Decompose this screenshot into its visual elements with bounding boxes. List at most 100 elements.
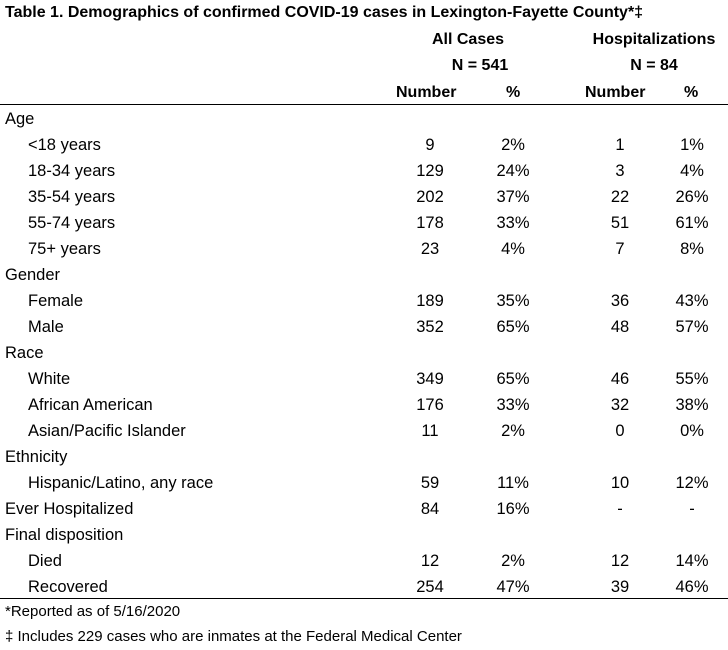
all-cases-number-cell: 349	[416, 370, 444, 388]
table-row: 18-34 years 129 24% 3 4%	[0, 158, 728, 184]
footnote-inmates: ‡ Includes 229 cases who are inmates at …	[5, 628, 462, 645]
category-row: Gender	[0, 262, 728, 288]
row-label: Asian/Pacific Islander	[28, 422, 186, 440]
footnote-reported: *Reported as of 5/16/2020	[5, 603, 181, 620]
all-cases-percent-cell: 33%	[496, 396, 530, 414]
all-cases-number-cell: 254	[416, 578, 444, 596]
all-cases-number-cell: 11	[421, 422, 439, 440]
all-cases-number-cell: 189	[416, 292, 444, 310]
hosp-percent-cell: 14%	[675, 552, 709, 570]
table-row: African American 176 33% 32 38%	[0, 392, 728, 418]
hosp-percent-cell: 61%	[675, 214, 709, 232]
row-label: <18 years	[28, 136, 101, 154]
all-cases-percent-cell: 2%	[501, 552, 525, 570]
row-label: African American	[28, 396, 153, 414]
table-row: Died 12 2% 12 14%	[0, 548, 728, 574]
hosp-percent-cell: 46%	[675, 578, 709, 596]
all-cases-number-cell: 178	[416, 214, 444, 232]
hosp-percent-header: %	[684, 84, 699, 101]
hosp-percent-cell: 0%	[680, 422, 704, 440]
hosp-number-cell: 1	[615, 136, 625, 154]
all-cases-number-cell: 352	[416, 318, 444, 336]
all-cases-number-cell: 23	[420, 240, 440, 258]
category-row: Final disposition	[0, 522, 728, 548]
hosp-number-cell: 22	[610, 188, 630, 206]
row-label: 55-74 years	[28, 214, 116, 232]
all-cases-number-header: Number	[396, 84, 457, 101]
row-label: Male	[28, 318, 64, 336]
hosp-number-cell: 7	[615, 240, 625, 258]
all-cases-number-cell: 12	[420, 552, 440, 570]
row-label: 35-54 years	[28, 188, 116, 206]
category-label: Race	[5, 344, 44, 362]
hosp-number-cell: -	[617, 500, 623, 518]
all-cases-number-cell: 84	[420, 500, 440, 518]
category-label: Ethnicity	[5, 448, 68, 466]
hosp-number-cell: 46	[610, 370, 630, 388]
category-row: Race	[0, 340, 728, 366]
hosp-number-cell: 3	[615, 162, 625, 180]
hosp-number-cell: 10	[610, 474, 630, 492]
hosp-number-cell: 12	[610, 552, 630, 570]
all-cases-n: N = 541	[451, 57, 509, 74]
hosp-percent-cell: 55%	[675, 370, 709, 388]
row-label: 75+ years	[28, 240, 101, 258]
hosp-percent-cell: 12%	[675, 474, 709, 492]
category-row: Ever Hospitalized 84 16% - -	[0, 496, 728, 522]
hosp-percent-cell: 57%	[675, 318, 709, 336]
hosp-number-cell: 51	[610, 214, 630, 232]
table-row: <18 years 9 2% 1 1%	[0, 132, 728, 158]
table-row: Asian/Pacific Islander 11 2% 0 0%	[0, 418, 728, 444]
hosp-percent-cell: 43%	[675, 292, 709, 310]
table-row: Female 189 35% 36 43%	[0, 288, 728, 314]
all-cases-percent-cell: 47%	[496, 578, 530, 596]
hosp-number-cell: 48	[610, 318, 630, 336]
row-label: 18-34 years	[28, 162, 116, 180]
all-cases-number-cell: 176	[416, 396, 444, 414]
row-label: Female	[28, 292, 84, 310]
all-cases-header: All Cases	[431, 31, 505, 48]
hosp-percent-cell: -	[689, 500, 695, 518]
hosp-number-cell: 36	[610, 292, 630, 310]
category-label: Gender	[5, 266, 61, 284]
all-cases-percent-header: %	[506, 84, 521, 101]
all-cases-number-cell: 202	[416, 188, 444, 206]
all-cases-percent-cell: 37%	[496, 188, 530, 206]
row-label: Died	[28, 552, 62, 570]
hospitalizations-n: N = 84	[630, 57, 678, 74]
table-row: Male 352 65% 48 57%	[0, 314, 728, 340]
row-label: Hispanic/Latino, any race	[28, 474, 214, 492]
table-row: White 349 65% 46 55%	[0, 366, 728, 392]
row-label: White	[28, 370, 71, 388]
hosp-percent-cell: 26%	[675, 188, 709, 206]
all-cases-percent-cell: 4%	[501, 240, 525, 258]
all-cases-percent-cell: 2%	[501, 422, 525, 440]
table-title: Table 1. Demographics of confirmed COVID…	[5, 4, 644, 21]
all-cases-percent-cell: 33%	[496, 214, 530, 232]
row-label: Recovered	[28, 578, 108, 596]
hosp-percent-cell: 38%	[675, 396, 709, 414]
table-row: Hispanic/Latino, any race 59 11% 10 12%	[0, 470, 728, 496]
category-label: Final disposition	[5, 526, 124, 544]
header-rule	[0, 104, 728, 105]
category-row: Ethnicity	[0, 444, 728, 470]
all-cases-percent-cell: 16%	[496, 500, 530, 518]
all-cases-percent-cell: 11%	[497, 474, 529, 492]
all-cases-percent-cell: 65%	[496, 318, 530, 336]
table-row: 75+ years 23 4% 7 8%	[0, 236, 728, 262]
hosp-percent-cell: 1%	[680, 136, 704, 154]
table-row: 55-74 years 178 33% 51 61%	[0, 210, 728, 236]
all-cases-percent-cell: 65%	[496, 370, 530, 388]
table-row: Recovered 254 47% 39 46%	[0, 574, 728, 600]
category-label: Age	[5, 110, 35, 128]
all-cases-number-cell: 59	[420, 474, 440, 492]
hosp-number-header: Number	[585, 84, 646, 101]
all-cases-percent-cell: 35%	[496, 292, 530, 310]
hosp-percent-cell: 4%	[680, 162, 704, 180]
hosp-number-cell: 39	[610, 578, 630, 596]
all-cases-percent-cell: 24%	[496, 162, 530, 180]
hospitalizations-header: Hospitalizations	[592, 31, 716, 48]
all-cases-percent-cell: 2%	[501, 136, 525, 154]
all-cases-number-cell: 9	[425, 136, 435, 154]
footer-rule	[0, 598, 728, 599]
